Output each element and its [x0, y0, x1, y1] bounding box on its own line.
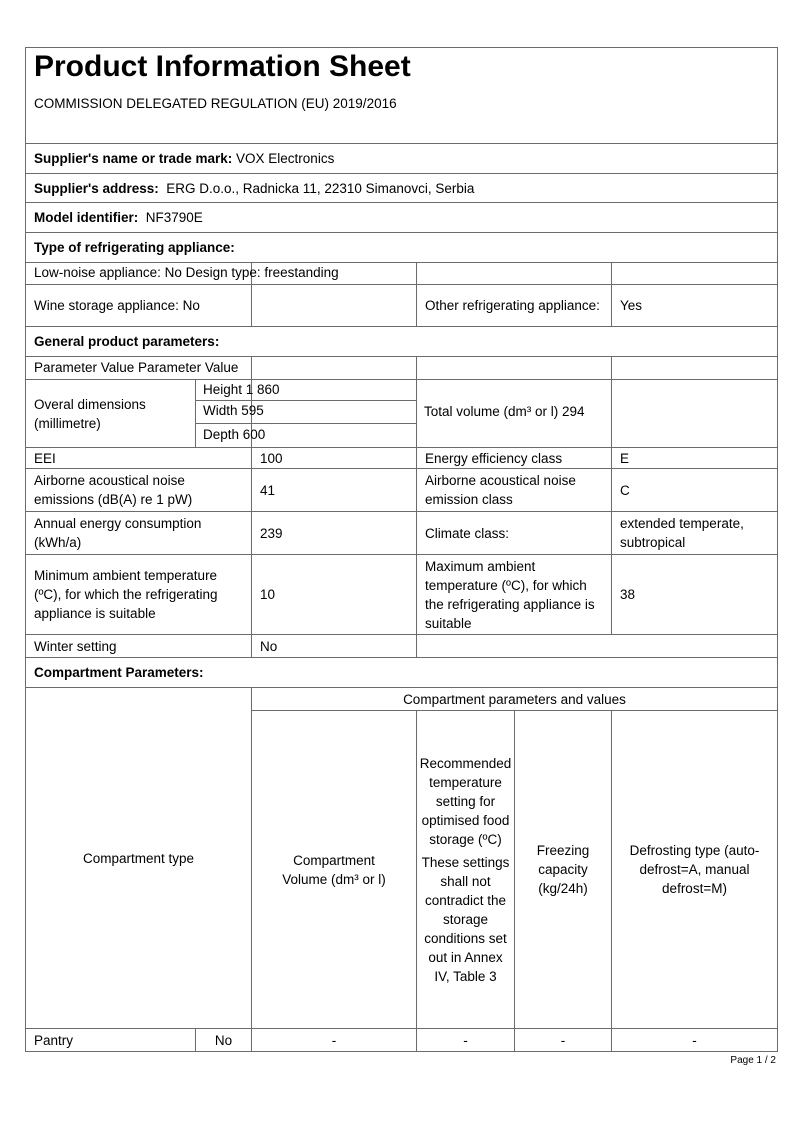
param-name: Annual energy consumption (kWh/a): [25, 511, 252, 555]
cell: [416, 262, 612, 285]
param-value: 100: [251, 447, 417, 469]
compartment-type: Pantry: [25, 1028, 196, 1052]
param-name: EEI: [25, 447, 252, 469]
wine-storage: Wine storage appliance: No: [25, 284, 252, 327]
param-value: C: [611, 468, 778, 512]
type-heading: Type of refrigerating appliance:: [25, 232, 778, 263]
col-freezing: Freezing capacity (kg/24h): [514, 710, 612, 1029]
supplier-address: ERG D.o.o., Radnicka 11, 22310 Simanovci…: [158, 180, 475, 196]
param-value: E: [611, 447, 778, 469]
width-value: Width 595: [203, 403, 264, 418]
label: Model identifier:: [34, 210, 139, 225]
param-name: Airborne acoustical noise emission class: [416, 468, 612, 512]
param-value: 10: [251, 554, 417, 635]
param-name: Energy efficiency class: [416, 447, 612, 469]
regulation-subtitle: COMMISSION DELEGATED REGULATION (EU) 201…: [34, 96, 397, 111]
dimensions-label: Overal dimensions (millimetre): [25, 379, 196, 448]
depth-value: Depth 600: [203, 427, 266, 442]
label: Supplier's name or trade mark:: [34, 151, 233, 166]
page-number: Page 1 / 2: [730, 1055, 776, 1066]
col-temperature: Recommended temperature setting for opti…: [416, 710, 515, 1029]
winter-value: No: [251, 634, 417, 658]
divider: [251, 379, 252, 448]
low-noise-text: Low-noise appliance: No Design type: fre…: [34, 265, 339, 280]
height-value: Height 1 860: [203, 382, 280, 397]
col-compartment-type: Compartment type: [25, 687, 252, 1029]
winter-label: Winter setting: [25, 634, 252, 658]
supplier-name: VOX Electronics: [232, 151, 335, 166]
param-value: 38: [611, 554, 778, 635]
param-name: Climate class:: [416, 511, 612, 555]
cell: [416, 634, 778, 658]
cell: [611, 262, 778, 285]
cell: [611, 356, 778, 380]
model-identifier: NF3790E: [138, 210, 203, 225]
param-name: Minimum ambient temperature (ºC), for wh…: [25, 554, 252, 635]
page-title: Product Information Sheet: [34, 50, 411, 83]
compartment-temp: -: [416, 1028, 515, 1052]
total-volume: Total volume (dm³ or l) 294: [424, 404, 585, 419]
cell: [251, 284, 417, 327]
param-name: Maximum ambient temperature (ºC), for wh…: [416, 554, 612, 635]
col-volume: Compartment Volume (dm³ or l): [251, 710, 417, 1029]
compartment-freezing: -: [514, 1028, 612, 1052]
compartment-defrost: -: [611, 1028, 778, 1052]
general-heading: General product parameters:: [25, 326, 778, 357]
divider: [251, 262, 252, 285]
temp-note: These settings shall not contradict the …: [421, 854, 510, 984]
compartment-present: No: [195, 1028, 252, 1052]
model-row: Model identifier: NF3790E: [25, 202, 778, 233]
supplier-address-row: Supplier's address: ERG D.o.o., Radnicka…: [25, 173, 778, 203]
col-defrost: Defrosting type (auto-defrost=A, manual …: [611, 710, 778, 1029]
cell: [416, 356, 612, 380]
param-name: Airborne acoustical noise emissions (dB(…: [25, 468, 252, 512]
label: Supplier's address:: [34, 180, 159, 196]
param-header: Parameter Value Parameter Value: [34, 360, 239, 375]
group-header: Compartment parameters and values: [251, 687, 778, 711]
supplier-name-row: Supplier's name or trade mark: VOX Elect…: [25, 143, 778, 174]
other-appliance-label: Other refrigerating appliance:: [416, 284, 612, 327]
other-appliance-value: Yes: [611, 284, 778, 327]
compartment-heading: Compartment Parameters:: [25, 657, 778, 688]
temp-heading: Recommended temperature setting for opti…: [419, 755, 512, 847]
cell: [611, 379, 778, 448]
param-value: extended temperate, subtropical: [611, 511, 778, 555]
param-value: 41: [251, 468, 417, 512]
param-value: 239: [251, 511, 417, 555]
compartment-volume: -: [251, 1028, 417, 1052]
